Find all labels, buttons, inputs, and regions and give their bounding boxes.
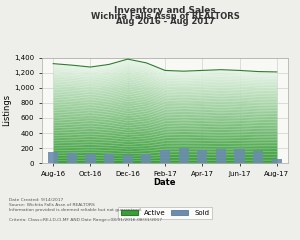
Text: Aug 2016 - Aug 2017: Aug 2016 - Aug 2017 [116, 17, 214, 26]
Bar [234, 150, 245, 163]
Bar [141, 154, 152, 163]
X-axis label: Date: Date [154, 178, 176, 187]
Bar [178, 148, 189, 163]
Y-axis label: Listings: Listings [2, 94, 11, 126]
Text: Date Created: 9/14/2017
Source: Wichita Falls Assn of REALTORS
Information provi: Date Created: 9/14/2017 Source: Wichita … [9, 198, 162, 222]
Bar [216, 150, 226, 163]
Bar [160, 150, 170, 163]
Bar [85, 154, 96, 163]
Text: Wichita Falls Assn of REALTORS: Wichita Falls Assn of REALTORS [91, 12, 239, 21]
Bar [253, 150, 263, 163]
Bar [272, 159, 282, 163]
Bar [67, 153, 77, 163]
Bar [197, 150, 207, 163]
Bar [104, 154, 114, 163]
Text: Inventory and Sales: Inventory and Sales [114, 6, 216, 15]
Bar [123, 155, 133, 163]
Bar [48, 151, 58, 163]
Legend: Active, Sold: Active, Sold [118, 207, 212, 219]
